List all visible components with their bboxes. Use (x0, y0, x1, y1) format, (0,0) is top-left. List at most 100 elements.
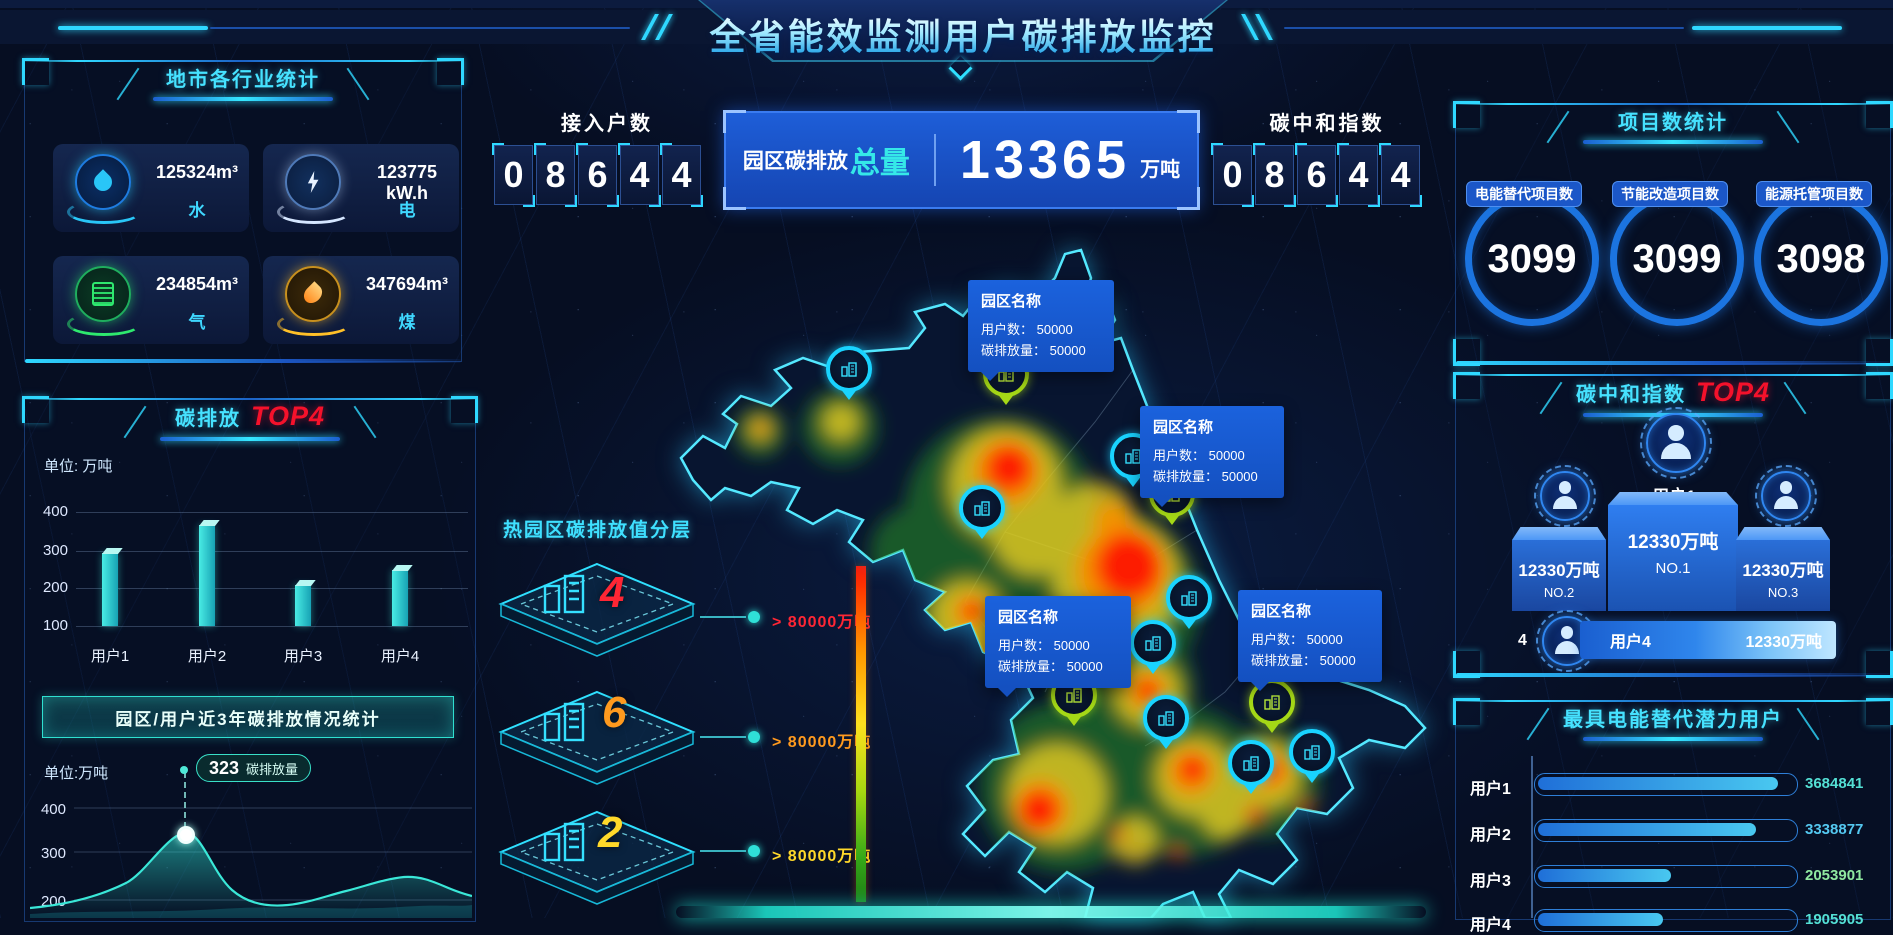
connector-dot (180, 766, 188, 774)
avatar (1755, 465, 1817, 527)
project-type-badge: 电能替代项目数 (1466, 181, 1582, 207)
stat-label: 水 (188, 201, 206, 220)
map-pin-building[interactable] (826, 346, 872, 392)
orbit-ring (67, 312, 141, 336)
park-tooltip-emission: 碳排放量： 50000 (1153, 468, 1258, 484)
potential-bar[interactable] (1534, 773, 1798, 796)
project-count-circle[interactable]: 3099 (1465, 192, 1599, 326)
map-pin-building[interactable] (1289, 729, 1335, 775)
rank1-rank: NO.1 (1655, 560, 1691, 577)
neutral-index-label: 碳中和指数 (1269, 113, 1385, 135)
highlight-point (177, 826, 195, 844)
park-tooltip-users: 用户数： 50000 (1153, 448, 1245, 463)
building-icon (1066, 688, 1082, 703)
potential-user: 用户3 (1470, 873, 1511, 890)
tooltip-value: 323 (209, 757, 240, 778)
podium-rank3: 12330万吨 NO.3 (1736, 540, 1830, 611)
layer-threshold: > 80000万吨 (772, 848, 872, 865)
potential-user: 用户1 (1470, 781, 1511, 798)
bottom-accent-bar (676, 906, 1426, 918)
total-emission-unit: 万吨 (1140, 158, 1181, 181)
potential-value: 1905905 (1805, 911, 1864, 928)
y-tick: 100 (42, 617, 68, 634)
bar-user2[interactable] (199, 525, 215, 626)
tooltip-connector (184, 772, 186, 828)
rank4-value: 12330万吨 (1745, 634, 1823, 651)
history-stats-button[interactable]: 园区/用户近3年碳排放情况统计 (42, 696, 454, 738)
potential-panel-header: 最具电能替代潜力用户 (1563, 703, 1783, 741)
park-tooltip-title: 园区名称 (981, 293, 1042, 310)
layer-platform-2 (498, 690, 696, 785)
potential-panel: 最具电能替代潜力用户 (1453, 698, 1893, 920)
park-tooltip-title: 园区名称 (998, 609, 1059, 626)
building-icon (1304, 745, 1320, 760)
tooltip-label: 碳排放量 (246, 761, 299, 777)
project-type-badge: 节能改造项目数 (1612, 181, 1728, 207)
potential-user: 用户2 (1470, 827, 1511, 844)
bar-user1[interactable] (102, 553, 118, 626)
projects-panel-header: 项目数统计 (1583, 106, 1763, 144)
digit-card: 6 (576, 143, 619, 207)
page-title: 全省能效监测用户碳排放监控 (700, 8, 1226, 60)
digit-card: 0 (492, 143, 535, 207)
park-tooltip: 园区名称 用户数： 50000 碳排放量： 50000 (985, 596, 1131, 697)
header-deco-line-left (58, 26, 208, 30)
potential-bar[interactable] (1534, 819, 1798, 842)
x-category: 用户1 (90, 648, 130, 665)
layer-threshold: > 80000万吨 (772, 734, 872, 751)
building-icon (1264, 695, 1280, 710)
x-category: 用户4 (380, 648, 420, 665)
bar-axis (1531, 756, 1533, 918)
emission-chart-unit: 单位: 万吨 (44, 458, 113, 475)
heat-scale-bar (856, 566, 866, 902)
rank2-rank: NO.2 (1543, 585, 1575, 600)
x-category: 用户2 (187, 648, 227, 665)
header-deco-line-right (1692, 26, 1842, 30)
digit-card: 6 (1295, 143, 1338, 207)
map-pin-building[interactable] (1228, 740, 1274, 786)
total-label-highlight: 总量 (849, 147, 910, 180)
project-count-circle[interactable]: 3099 (1610, 192, 1744, 326)
stat-value: 125324m³ (155, 162, 239, 182)
header-deco-thin-left (210, 27, 630, 29)
building-icon (1243, 756, 1259, 771)
header-deco-thin-right (1284, 27, 1684, 29)
legend-dot (748, 845, 760, 857)
potential-user: 用户4 (1470, 917, 1511, 934)
total-emission-value: 13365 (959, 130, 1131, 190)
potential-value: 3684841 (1805, 775, 1864, 792)
orbit-ring (67, 200, 141, 224)
bar-user4[interactable] (392, 570, 408, 626)
potential-bar[interactable] (1534, 909, 1798, 932)
avatar (1534, 465, 1596, 527)
y-tick: 300 (42, 542, 68, 559)
x-category: 用户3 (283, 648, 323, 665)
rank4-user: 用户4 (1610, 634, 1651, 651)
park-tooltip-users: 用户数： 50000 (998, 638, 1090, 653)
map-pin-building[interactable] (1143, 695, 1189, 741)
map-pin-building[interactable] (959, 485, 1005, 531)
project-count-circle[interactable]: 3098 (1754, 192, 1888, 326)
building-icon (1181, 591, 1197, 606)
bar-user3[interactable] (295, 585, 311, 626)
park-tooltip-users: 用户数： 50000 (1251, 632, 1343, 647)
park-tooltip-title: 园区名称 (1251, 603, 1312, 620)
building-icon (1125, 449, 1141, 464)
industry-panel-header: 地市各行业统计 (153, 63, 333, 101)
map-pin-building[interactable] (1166, 575, 1212, 621)
map-pin-building[interactable] (1130, 620, 1176, 666)
title-banner (700, 0, 1226, 60)
industry-stats-panel: 地市各行业统计 125324m³ 水 123775 kW.h 电 234854m… (22, 58, 464, 363)
rank4-row[interactable]: 用户4 12330万吨 (1580, 621, 1836, 659)
potential-bar[interactable] (1534, 865, 1798, 888)
rank1-value: 12330万吨 (1627, 532, 1719, 553)
layer-platform-1 (498, 562, 696, 657)
orbit-ring (277, 200, 351, 224)
stat-label: 气 (188, 313, 206, 332)
stat-card-electricity: 123775 kW.h 电 (263, 144, 459, 232)
legend-connector (700, 736, 746, 738)
area-chart-canvas (30, 807, 472, 918)
park-tooltip: 园区名称 用户数： 50000 碳排放量： 50000 (1238, 590, 1382, 691)
layer-count: 4 (600, 568, 625, 617)
y-tick: 300 (40, 845, 66, 862)
